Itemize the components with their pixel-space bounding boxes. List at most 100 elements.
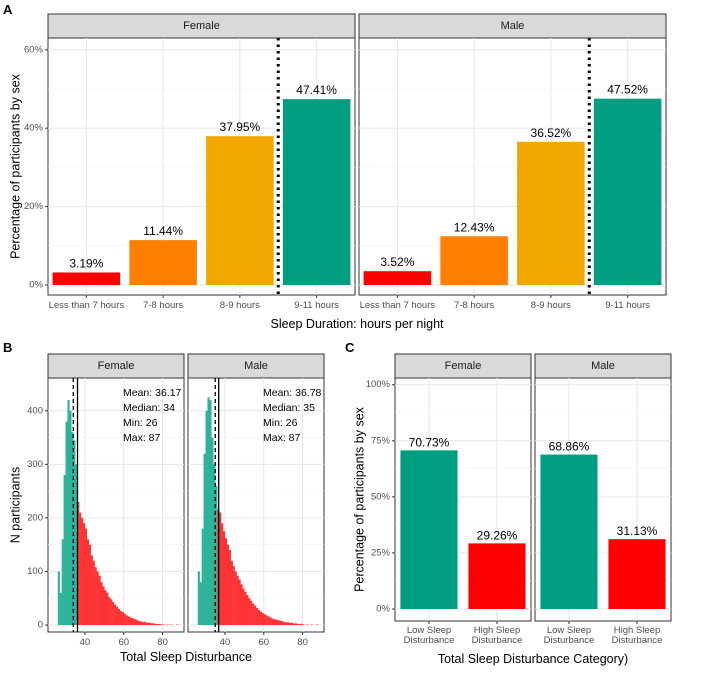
b-strip-label-female: Female <box>98 360 135 372</box>
b-histogram-bar <box>158 623 161 625</box>
b-histogram-bar <box>90 555 93 625</box>
a-y-tick-label: 20% <box>24 201 44 212</box>
b-histogram-bar <box>77 501 80 625</box>
b-histogram-bar <box>59 592 62 625</box>
b-histogram-bar <box>294 623 297 625</box>
b-histogram-bar <box>100 582 103 625</box>
a-x-tick-label: Less than 7 hours <box>49 300 125 311</box>
b-histogram-bar <box>98 575 101 625</box>
a-bar <box>129 240 197 285</box>
c-y-tick-label: 25% <box>371 547 391 558</box>
b-histogram-bar <box>254 605 257 625</box>
b-histogram-bar <box>302 624 305 625</box>
a-strip-label-female: Female <box>183 20 220 32</box>
b-histogram-bar <box>129 617 132 625</box>
b-histogram-bar <box>269 617 272 625</box>
b-strip-label-male: Male <box>244 360 268 372</box>
b-histogram-bar <box>203 453 206 625</box>
b-histogram-bar <box>310 624 313 625</box>
b-histogram-bar <box>145 622 148 625</box>
b-histogram-bar <box>123 613 126 625</box>
b-histogram-bar <box>121 612 124 625</box>
a-x-axis-title: Sleep Duration: hours per night <box>270 317 444 331</box>
a-data-label: 47.41% <box>296 83 337 97</box>
b-histogram-bar <box>63 475 66 625</box>
c-y-tick-label: 0% <box>376 604 390 615</box>
a-bar <box>363 271 432 285</box>
b-histogram-bar <box>152 623 156 625</box>
b-histogram-bar <box>287 622 290 625</box>
panel-b-tag: B <box>3 340 12 355</box>
a-x-tick-label: 7-8 hours <box>143 300 183 311</box>
b-histogram-bar <box>221 523 224 625</box>
a-bar <box>206 136 274 285</box>
c-x-axis-title: Total Sleep Disturbance Category) <box>438 652 628 666</box>
panel-c-tag: C <box>345 340 355 355</box>
a-bar <box>52 272 121 285</box>
c-x-tick-label: High Sleep <box>614 625 660 636</box>
b-histogram-bar <box>139 621 142 625</box>
b-histogram-bar <box>242 588 245 625</box>
b-histogram-bar <box>149 622 152 625</box>
b-histogram-bar <box>106 592 109 625</box>
b-histogram-bar <box>223 531 226 625</box>
b-histogram-bar <box>283 621 286 625</box>
c-data-label: 68.86% <box>549 440 590 454</box>
a-data-label: 3.52% <box>380 255 414 269</box>
b-histogram-bar <box>259 611 263 625</box>
b-histogram-bar <box>141 621 144 625</box>
b-y-tick-label: 200 <box>27 512 43 523</box>
b-histogram-bar <box>275 619 278 625</box>
a-x-tick-label: Less than 7 hours <box>360 300 436 311</box>
c-x-tick-label: Disturbance <box>612 635 663 646</box>
b-stat-label: Mean: 36.78 <box>263 387 322 399</box>
b-histogram-bar <box>289 622 292 625</box>
panel-a-tag: A <box>3 2 13 17</box>
b-histogram-bar <box>228 550 231 625</box>
b-x-tick-label: 60 <box>258 637 269 648</box>
b-histogram-bar <box>88 544 91 625</box>
a-data-label: 11.44% <box>143 224 183 238</box>
a-y-tick-label: 60% <box>24 44 44 55</box>
a-y-tick-label: 40% <box>24 123 44 134</box>
b-histogram-bar <box>240 584 243 625</box>
c-strip-male <box>534 353 672 379</box>
b-histogram-bar <box>261 613 264 625</box>
b-histogram-bar <box>84 528 88 625</box>
b-histogram-bar <box>271 618 274 625</box>
b-x-tick-label: 40 <box>220 637 231 648</box>
b-histogram-bar <box>143 621 146 625</box>
b-histogram-bar <box>197 571 200 625</box>
b-histogram-bar <box>219 512 222 625</box>
b-histogram-bar <box>257 610 261 625</box>
b-y-tick-label: 100 <box>27 566 43 577</box>
b-histogram-bar <box>135 619 138 625</box>
b-histogram-bar <box>296 623 299 625</box>
b-histogram-bar <box>57 571 60 625</box>
b-histogram-bar <box>316 624 319 625</box>
b-histogram-bar <box>209 400 212 625</box>
b-histogram-bar <box>215 485 218 625</box>
c-x-tick-label: Disturbance <box>544 635 595 646</box>
b-x-tick-label: 60 <box>118 637 129 648</box>
b-histogram-bar <box>73 440 76 625</box>
b-histogram-bar <box>96 571 99 625</box>
a-x-tick-label: 9-11 hours <box>294 300 339 311</box>
b-histogram-bar <box>127 616 130 625</box>
b-histogram-bar <box>104 590 107 625</box>
b-histogram-bar <box>300 623 303 625</box>
b-histogram-bar <box>224 538 228 625</box>
b-histogram-bar <box>71 432 74 625</box>
b-y-axis-title: N participants <box>8 467 22 543</box>
b-histogram-bar <box>166 624 169 625</box>
a-data-label: 37.95% <box>220 120 261 134</box>
a-data-label: 47.52% <box>607 83 648 97</box>
b-x-tick-label: 80 <box>157 637 168 648</box>
a-x-tick-label: 9-11 hours <box>605 300 650 311</box>
b-histogram-bar <box>277 620 280 625</box>
a-data-label: 12.43% <box>454 220 495 234</box>
c-y-axis-title: Percentage of participants by sex <box>352 406 366 592</box>
b-histogram-bar <box>279 620 282 625</box>
b-histogram-bar <box>102 586 105 625</box>
b-histogram-bar <box>236 575 239 625</box>
